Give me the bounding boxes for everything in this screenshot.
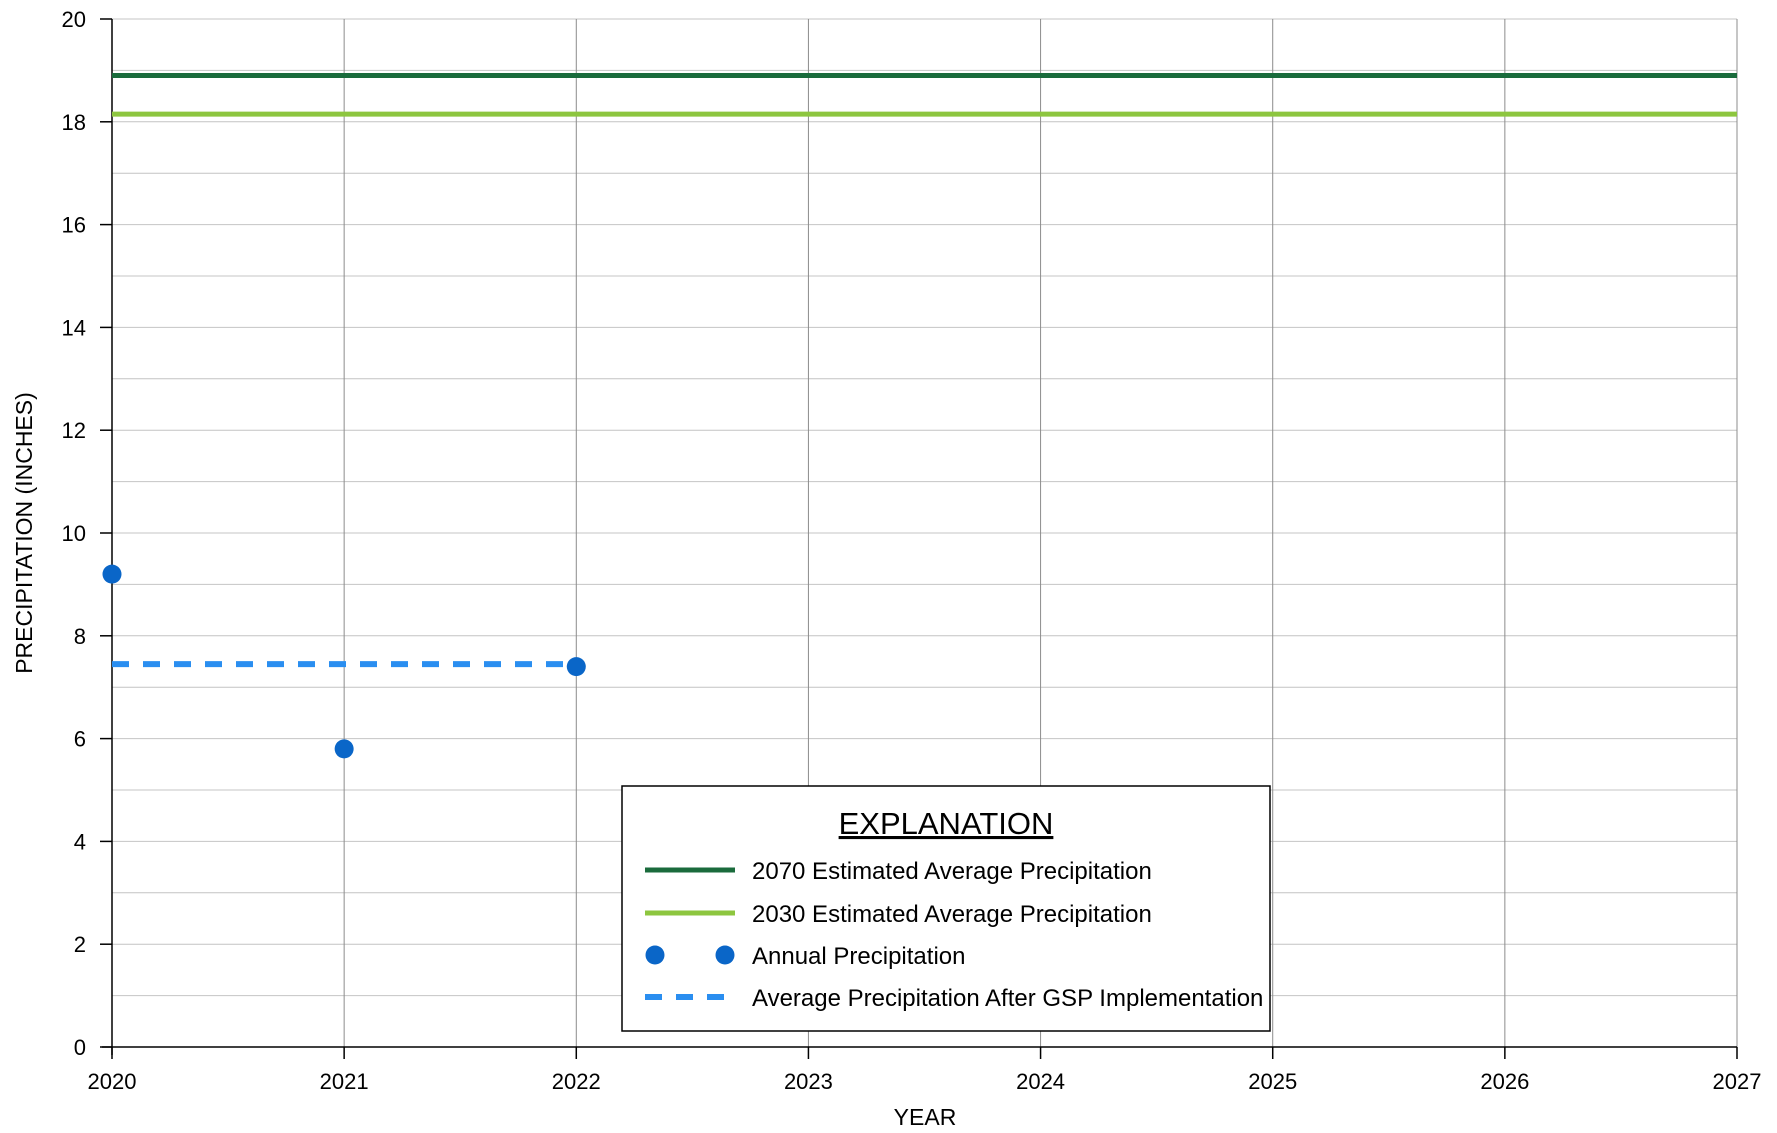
y-tick-label: 20 [62,7,86,32]
y-tick-label: 12 [62,418,86,443]
y-tick-label: 10 [62,521,86,546]
annual-precipitation-point [102,564,122,584]
axes [100,18,1738,1059]
legend-marker [645,945,665,965]
legend-label: Annual Precipitation [752,943,965,970]
legend-items: 2070 Estimated Average Precipitation 2030… [645,858,1263,1012]
legend-label: 2030 Estimated Average Precipitation [752,901,1152,928]
x-tick-label: 2020 [88,1069,137,1094]
annual-precipitation-point [566,657,586,677]
y-tick-label: 8 [74,624,86,649]
x-tick-label: 2023 [784,1069,833,1094]
series [102,73,1737,759]
x-tick-label: 2027 [1713,1069,1762,1094]
x-tick-label: 2026 [1480,1069,1529,1094]
y-tick-label: 16 [62,213,86,238]
legend-title: EXPLANATION [839,806,1054,841]
y-tick-label: 6 [74,727,86,752]
legend: EXPLANATION 2070 Estimated Average Preci… [621,785,1271,1032]
grid [111,18,1738,1048]
x-tick-label: 2025 [1248,1069,1297,1094]
y-tick-label: 14 [62,315,86,340]
y-tick-label: 0 [74,1035,86,1060]
legend-label: 2070 Estimated Average Precipitation [752,858,1152,885]
y-tick-label: 4 [74,829,86,854]
legend-label: Average Precipitation After GSP Implemen… [752,985,1263,1012]
y-axis-title: PRECIPITATION (INCHES) [11,392,37,674]
x-axis-title: YEAR [894,1104,957,1130]
x-tick-label: 2021 [320,1069,369,1094]
x-tick-label: 2022 [552,1069,601,1094]
y-tick-label: 18 [62,110,86,135]
legend-box [621,785,1271,1032]
x-tick-label: 2024 [1016,1069,1065,1094]
y-tick-label: 2 [74,932,86,957]
legend-marker [715,945,735,965]
annual-precipitation-point [334,739,354,759]
